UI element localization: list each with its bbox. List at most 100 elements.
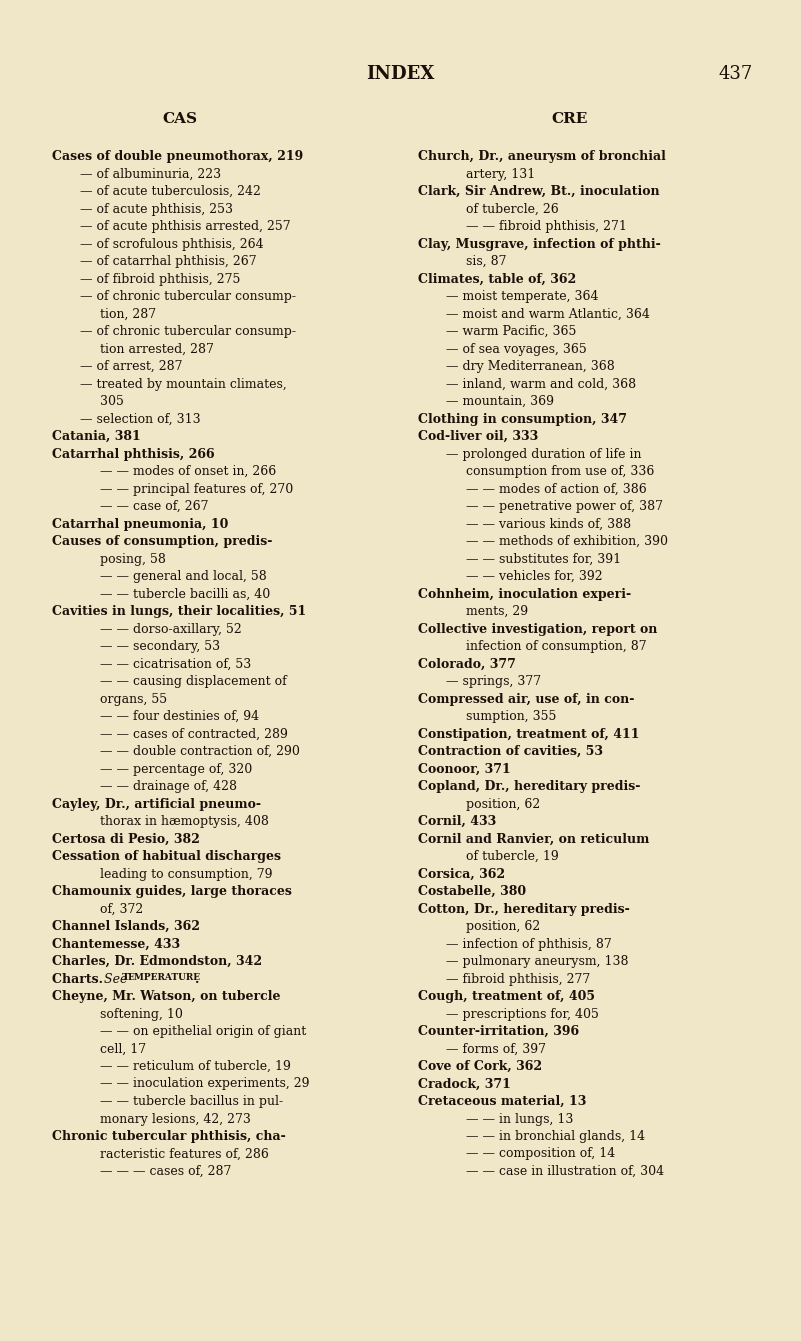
- Text: Cornil, 433: Cornil, 433: [418, 815, 497, 827]
- Text: — — composition of, 14: — — composition of, 14: [466, 1148, 615, 1160]
- Text: Cornil and Ranvier, on reticulum: Cornil and Ranvier, on reticulum: [418, 833, 650, 845]
- Text: — — — cases of, 287: — — — cases of, 287: [100, 1165, 231, 1177]
- Text: Compressed air, use of, in con-: Compressed air, use of, in con-: [418, 692, 634, 705]
- Text: — — on epithelial origin of giant: — — on epithelial origin of giant: [100, 1025, 306, 1038]
- Text: position, 62: position, 62: [466, 920, 540, 933]
- Text: Cretaceous material, 13: Cretaceous material, 13: [418, 1096, 586, 1108]
- Text: — mountain, 369: — mountain, 369: [446, 396, 554, 408]
- Text: EMPERATURE: EMPERATURE: [128, 972, 201, 982]
- Text: — of scrofulous phthisis, 264: — of scrofulous phthisis, 264: [80, 237, 264, 251]
- Text: — moist and warm Atlantic, 364: — moist and warm Atlantic, 364: [446, 307, 650, 320]
- Text: Clark, Sir Andrew, Bt., inoculation: Clark, Sir Andrew, Bt., inoculation: [418, 185, 660, 198]
- Text: Cheyne, Mr. Watson, on tubercle: Cheyne, Mr. Watson, on tubercle: [52, 990, 280, 1003]
- Text: Catania, 381: Catania, 381: [52, 430, 141, 443]
- Text: Catarrhal pneumonia, 10: Catarrhal pneumonia, 10: [52, 518, 228, 531]
- Text: position, 62: position, 62: [466, 798, 540, 810]
- Text: — — cicatrisation of, 53: — — cicatrisation of, 53: [100, 657, 252, 670]
- Text: posing, 58: posing, 58: [100, 552, 166, 566]
- Text: — of fibroid phthisis, 275: — of fibroid phthisis, 275: [80, 272, 240, 286]
- Text: — — cases of contracted, 289: — — cases of contracted, 289: [100, 728, 288, 740]
- Text: — — drainage of, 428: — — drainage of, 428: [100, 780, 237, 793]
- Text: Clothing in consumption, 347: Clothing in consumption, 347: [418, 413, 627, 425]
- Text: CRE: CRE: [552, 113, 588, 126]
- Text: Climates, table of, 362: Climates, table of, 362: [418, 272, 576, 286]
- Text: artery, 131: artery, 131: [466, 168, 535, 181]
- Text: — prolonged duration of life in: — prolonged duration of life in: [446, 448, 642, 460]
- Text: — fibroid phthisis, 277: — fibroid phthisis, 277: [446, 972, 590, 986]
- Text: — — secondary, 53: — — secondary, 53: [100, 640, 220, 653]
- Text: — of chronic tubercular consump-: — of chronic tubercular consump-: [80, 290, 296, 303]
- Text: — — causing displacement of: — — causing displacement of: [100, 675, 287, 688]
- Text: — of albuminuria, 223: — of albuminuria, 223: [80, 168, 221, 181]
- Text: — of sea voyages, 365: — of sea voyages, 365: [446, 342, 587, 355]
- Text: Copland, Dr., hereditary predis-: Copland, Dr., hereditary predis-: [418, 780, 640, 793]
- Text: monary lesions, 42, 273: monary lesions, 42, 273: [100, 1113, 251, 1125]
- Text: — of chronic tubercular consump-: — of chronic tubercular consump-: [80, 325, 296, 338]
- Text: — — double contraction of, 290: — — double contraction of, 290: [100, 746, 300, 758]
- Text: Cavities in lungs, their localities, 51: Cavities in lungs, their localities, 51: [52, 605, 306, 618]
- Text: — — general and local, 58: — — general and local, 58: [100, 570, 267, 583]
- Text: Cove of Cork, 362: Cove of Cork, 362: [418, 1059, 542, 1073]
- Text: organs, 55: organs, 55: [100, 692, 167, 705]
- Text: Cod-liver oil, 333: Cod-liver oil, 333: [418, 430, 538, 443]
- Text: Collective investigation, report on: Collective investigation, report on: [418, 622, 658, 636]
- Text: thorax in hæmoptysis, 408: thorax in hæmoptysis, 408: [100, 815, 269, 827]
- Text: — — tubercle bacillus in pul-: — — tubercle bacillus in pul-: [100, 1096, 283, 1108]
- Text: — — tubercle bacilli as, 40: — — tubercle bacilli as, 40: [100, 587, 270, 601]
- Text: Catarrhal phthisis, 266: Catarrhal phthisis, 266: [52, 448, 215, 460]
- Text: INDEX: INDEX: [366, 64, 435, 83]
- Text: Colorado, 377: Colorado, 377: [418, 657, 516, 670]
- Text: — of arrest, 287: — of arrest, 287: [80, 359, 183, 373]
- Text: tion, 287: tion, 287: [100, 307, 156, 320]
- Text: — moist temperate, 364: — moist temperate, 364: [446, 290, 598, 303]
- Text: — — principal features of, 270: — — principal features of, 270: [100, 483, 293, 496]
- Text: 305: 305: [100, 396, 124, 408]
- Text: Charts.: Charts.: [52, 972, 112, 986]
- Text: — — substitutes for, 391: — — substitutes for, 391: [466, 552, 621, 566]
- Text: Contraction of cavities, 53: Contraction of cavities, 53: [418, 746, 603, 758]
- Text: T: T: [122, 972, 130, 982]
- Text: softening, 10: softening, 10: [100, 1007, 183, 1021]
- Text: Cessation of habitual discharges: Cessation of habitual discharges: [52, 850, 281, 864]
- Text: Counter-irritation, 396: Counter-irritation, 396: [418, 1025, 579, 1038]
- Text: — — various kinds of, 388: — — various kinds of, 388: [466, 518, 631, 531]
- Text: — prescriptions for, 405: — prescriptions for, 405: [446, 1007, 599, 1021]
- Text: Cradock, 371: Cradock, 371: [418, 1078, 511, 1090]
- Text: Cohnheim, inoculation experi-: Cohnheim, inoculation experi-: [418, 587, 631, 601]
- Text: — forms of, 397: — forms of, 397: [446, 1042, 546, 1055]
- Text: — — fibroid phthisis, 271: — — fibroid phthisis, 271: [466, 220, 627, 233]
- Text: — — case in illustration of, 304: — — case in illustration of, 304: [466, 1165, 664, 1177]
- Text: Chantemesse, 433: Chantemesse, 433: [52, 937, 180, 951]
- Text: Cases of double pneumothorax, 219: Cases of double pneumothorax, 219: [52, 150, 304, 164]
- Text: 437: 437: [718, 64, 753, 83]
- Text: Chamounix guides, large thoraces: Chamounix guides, large thoraces: [52, 885, 292, 898]
- Text: — of acute tuberculosis, 242: — of acute tuberculosis, 242: [80, 185, 261, 198]
- Text: of tubercle, 26: of tubercle, 26: [466, 202, 559, 216]
- Text: sumption, 355: sumption, 355: [466, 709, 557, 723]
- Text: — of acute phthisis, 253: — of acute phthisis, 253: [80, 202, 233, 216]
- Text: .: .: [195, 972, 199, 986]
- Text: — — percentage of, 320: — — percentage of, 320: [100, 763, 252, 775]
- Text: Causes of consumption, predis-: Causes of consumption, predis-: [52, 535, 272, 548]
- Text: — springs, 377: — springs, 377: [446, 675, 541, 688]
- Text: ments, 29: ments, 29: [466, 605, 528, 618]
- Text: — — methods of exhibition, 390: — — methods of exhibition, 390: [466, 535, 668, 548]
- Text: tion arrested, 287: tion arrested, 287: [100, 342, 214, 355]
- Text: — — modes of action of, 386: — — modes of action of, 386: [466, 483, 646, 496]
- Text: Charles, Dr. Edmondston, 342: Charles, Dr. Edmondston, 342: [52, 955, 262, 968]
- Text: — — in lungs, 13: — — in lungs, 13: [466, 1113, 574, 1125]
- Text: — selection of, 313: — selection of, 313: [80, 413, 200, 425]
- Text: — — penetrative power of, 387: — — penetrative power of, 387: [466, 500, 663, 514]
- Text: Channel Islands, 362: Channel Islands, 362: [52, 920, 200, 933]
- Text: Corsica, 362: Corsica, 362: [418, 868, 505, 881]
- Text: of tubercle, 19: of tubercle, 19: [466, 850, 559, 864]
- Text: See: See: [104, 972, 131, 986]
- Text: Church, Dr., aneurysm of bronchial: Church, Dr., aneurysm of bronchial: [418, 150, 666, 164]
- Text: Constipation, treatment of, 411: Constipation, treatment of, 411: [418, 728, 639, 740]
- Text: Certosa di Pesio, 382: Certosa di Pesio, 382: [52, 833, 200, 845]
- Text: consumption from use of, 336: consumption from use of, 336: [466, 465, 654, 477]
- Text: Cough, treatment of, 405: Cough, treatment of, 405: [418, 990, 595, 1003]
- Text: infection of consumption, 87: infection of consumption, 87: [466, 640, 646, 653]
- Text: — pulmonary aneurysm, 138: — pulmonary aneurysm, 138: [446, 955, 629, 968]
- Text: cell, 17: cell, 17: [100, 1042, 146, 1055]
